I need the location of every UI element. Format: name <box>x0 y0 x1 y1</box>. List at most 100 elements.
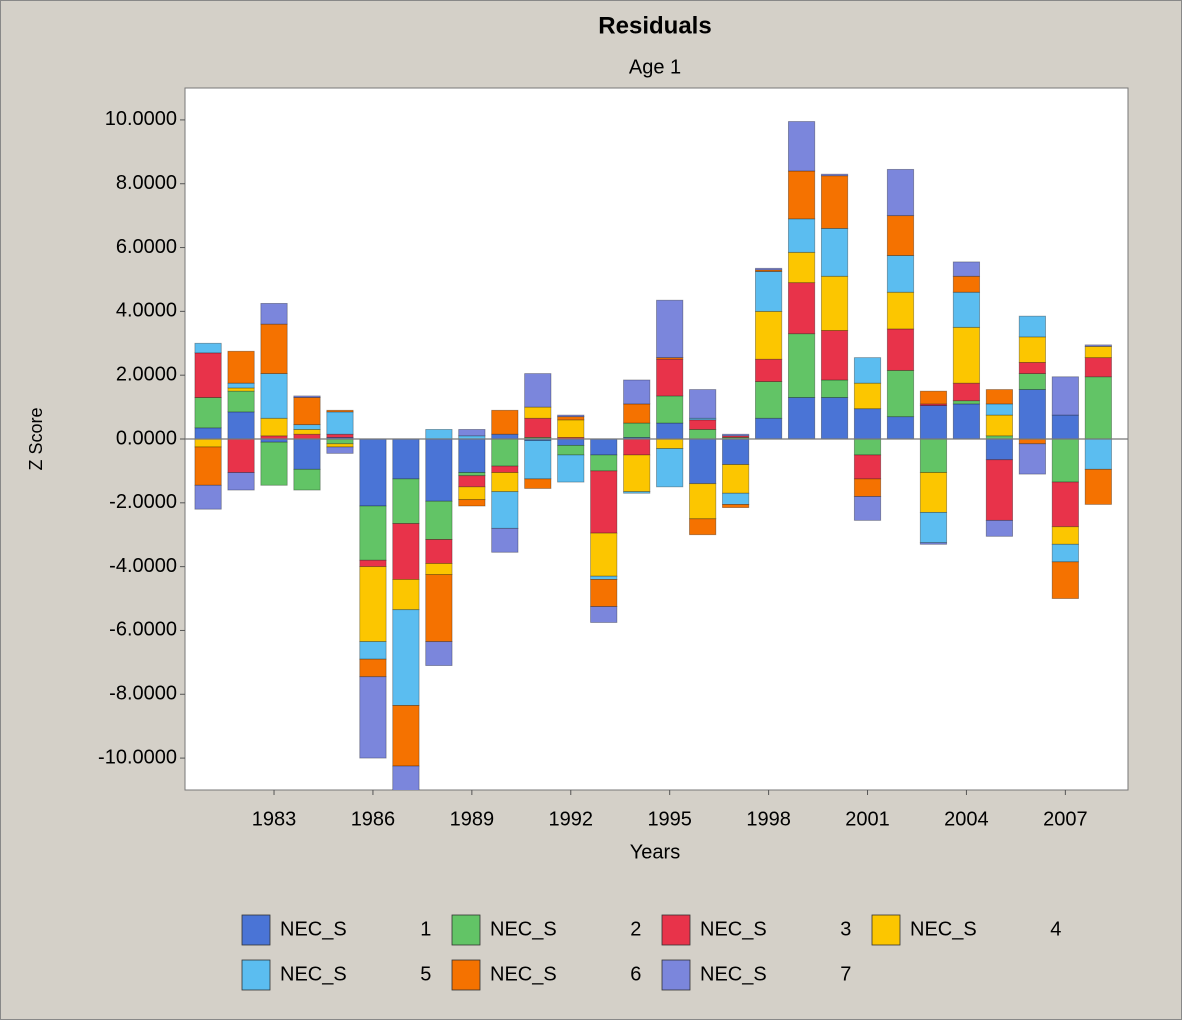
legend-label: NEC_S 4 <box>910 918 1061 940</box>
bar-segment <box>491 438 519 467</box>
bar-segment <box>425 563 453 576</box>
x-tick-label: 2001 <box>845 808 890 830</box>
bar-segment <box>359 566 387 643</box>
bar-segment <box>458 475 486 488</box>
bar-segment <box>689 419 717 430</box>
bar-segment <box>886 328 915 371</box>
bar-segment <box>260 441 288 486</box>
bar-segment <box>1084 346 1112 359</box>
y-tick-label: 8.0000 <box>116 172 177 194</box>
bar-segment <box>722 504 750 509</box>
bar-segment <box>293 468 321 491</box>
bar-segment <box>590 532 618 577</box>
bar-segment <box>194 397 222 429</box>
bar-segment <box>787 333 816 398</box>
bar-segment <box>952 400 981 405</box>
y-tick-label: 6.0000 <box>116 236 177 258</box>
bar-segment <box>919 511 948 544</box>
bar-segment <box>227 390 255 413</box>
bar-segment <box>458 429 486 437</box>
bar-segment <box>623 403 651 424</box>
legend-label: NEC_S 7 <box>700 963 851 985</box>
bar-segment <box>919 472 948 513</box>
bar-segment <box>820 227 849 277</box>
bar-segment <box>952 291 981 328</box>
bar-segment <box>194 438 222 448</box>
bar-segment <box>755 267 783 271</box>
bar-segment <box>227 382 255 389</box>
legend-label: NEC_S 6 <box>490 963 641 985</box>
bar-segment <box>293 438 321 470</box>
bar-segment <box>326 443 354 448</box>
bar-segment <box>755 417 783 440</box>
bar-segment <box>985 438 1013 461</box>
bar-segment <box>623 454 651 493</box>
x-tick-label: 1992 <box>549 808 594 830</box>
y-tick-label: -4.0000 <box>109 555 177 577</box>
bar-segment <box>1051 376 1079 416</box>
x-axis-label: Years <box>630 841 680 863</box>
bar-segment <box>392 478 420 524</box>
bar-segment <box>755 381 783 419</box>
y-tick-label: 4.0000 <box>116 300 177 322</box>
bar-segment <box>590 606 618 623</box>
bar-segment <box>359 676 387 759</box>
bar-segment <box>689 518 717 536</box>
bar-segment <box>1084 468 1112 505</box>
bar-segment <box>985 414 1013 437</box>
bar-segment <box>886 255 915 293</box>
bar-segment <box>425 574 453 643</box>
bar-segment <box>557 444 585 456</box>
bar-segment <box>919 390 948 405</box>
bar-segment <box>787 170 816 220</box>
bar-segment <box>1018 373 1046 390</box>
bar-segment <box>524 440 552 480</box>
bar-segment <box>886 369 915 418</box>
bar-segment <box>392 609 420 706</box>
bar-segment <box>1051 543 1079 563</box>
bar-segment <box>787 282 816 335</box>
bar-segment <box>722 438 750 465</box>
bar-segment <box>886 416 915 440</box>
bar-segment <box>293 395 321 398</box>
legend-swatch <box>451 914 481 946</box>
bar-segment <box>392 438 420 480</box>
bar-segment <box>722 492 750 505</box>
bar-segment <box>919 405 948 440</box>
bar-segment <box>1084 344 1112 347</box>
bar-segment <box>293 424 321 430</box>
bar-segment <box>1018 443 1046 475</box>
bar-segment <box>1018 336 1046 363</box>
bar-segment <box>1051 481 1079 528</box>
y-tick-label: -2.0000 <box>109 491 177 513</box>
bar-segment <box>689 483 717 520</box>
bar-segment <box>787 218 816 253</box>
bar-segment <box>524 406 552 419</box>
bar-segment <box>458 499 486 507</box>
bar-segment <box>787 397 816 440</box>
bar-segment <box>919 438 948 473</box>
bar-segment <box>1051 561 1079 599</box>
bar-segment <box>590 470 618 534</box>
bar-segment <box>820 175 849 229</box>
bar-segment <box>227 472 255 491</box>
bar-segment <box>425 641 453 666</box>
bar-segment <box>359 641 387 660</box>
y-tick-label: -6.0000 <box>109 619 177 641</box>
bar-segment <box>853 454 882 480</box>
bar-segment <box>886 215 915 256</box>
bar-segment <box>524 417 552 438</box>
bar-segment <box>1084 357 1112 378</box>
bar-segment <box>227 350 255 384</box>
bar-segment <box>1018 315 1046 338</box>
y-axis-label: Z Score <box>26 407 46 470</box>
bar-segment <box>623 379 651 405</box>
x-tick-label: 1989 <box>450 808 495 830</box>
bar-segment <box>491 527 519 553</box>
bar-segment <box>722 433 750 437</box>
bar-segment <box>656 395 684 424</box>
x-tick-label: 1998 <box>746 808 791 830</box>
bar-segment <box>359 658 387 678</box>
bar-segment <box>425 429 453 440</box>
bar-segment <box>952 261 981 277</box>
